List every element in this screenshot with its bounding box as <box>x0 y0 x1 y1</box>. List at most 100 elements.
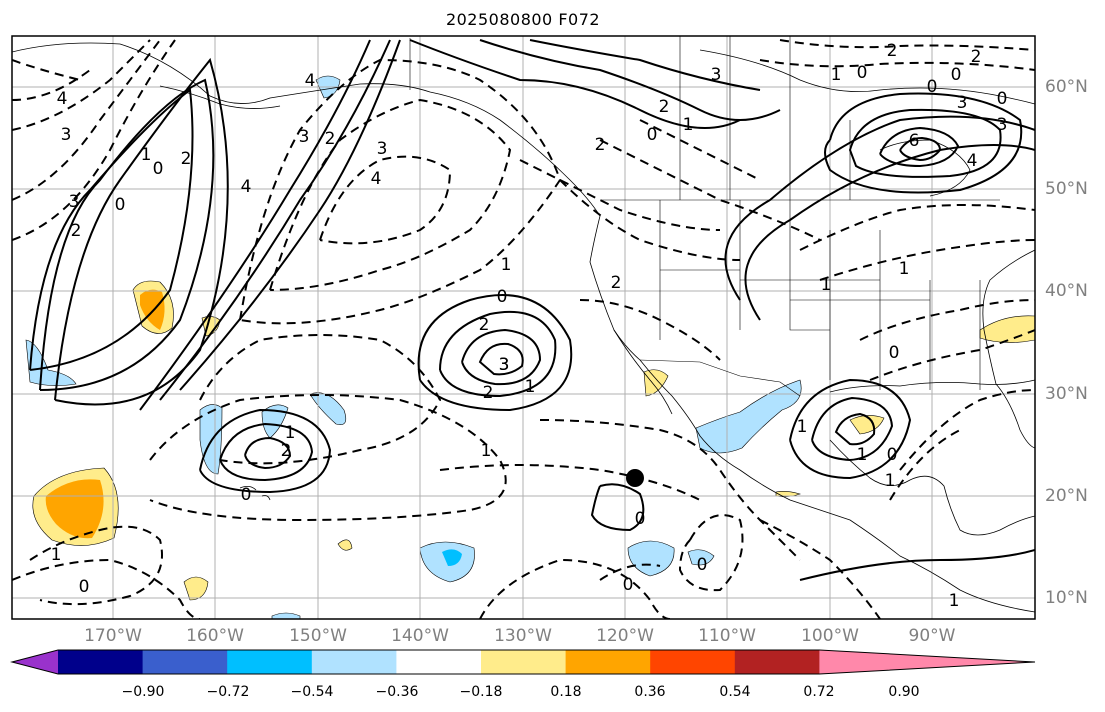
coast-baja <box>613 329 673 415</box>
contour-label: 3 <box>499 355 510 375</box>
contour-label: 1 <box>141 145 152 165</box>
coast-east <box>982 249 1035 385</box>
coast-gulf-north <box>829 379 1035 393</box>
shade-blue-1 <box>25 339 77 386</box>
lon-label: 90°W <box>908 626 956 646</box>
shade-blue-8 <box>687 549 715 566</box>
contour-label: 0 <box>635 509 646 529</box>
contour-label: 4 <box>967 151 978 171</box>
contour-label: 0 <box>153 159 164 179</box>
contour-label: 3 <box>69 192 80 212</box>
gridlines <box>12 36 1035 619</box>
lon-label: 100°W <box>801 626 859 646</box>
contour-label: 0 <box>927 77 938 97</box>
contour-label: 2 <box>71 221 82 241</box>
colorbar-extend-high <box>819 650 1035 674</box>
shade-orange-2 <box>45 479 104 539</box>
contour-label: 1 <box>481 441 492 461</box>
contour-label: 2 <box>659 97 670 117</box>
contour-label: 0 <box>647 125 658 145</box>
contour-label: 3 <box>377 139 388 159</box>
shade-yellow-7 <box>849 415 885 435</box>
contour-label: 0 <box>951 65 962 85</box>
lat-label: 20°N <box>1045 486 1088 506</box>
political-borders <box>409 36 1000 397</box>
colorbar-segment <box>734 650 820 674</box>
contour-label: 2 <box>887 41 898 61</box>
contour-label: 0 <box>887 445 898 465</box>
contour-label: 4 <box>371 169 382 189</box>
contour-label: 3 <box>997 115 1008 135</box>
border-us-mexico <box>639 359 801 397</box>
shade-blue-9 <box>695 379 802 454</box>
contour-label: 1 <box>899 259 910 279</box>
contour-label: 3 <box>499 355 510 375</box>
colorbar-tick-label: −0.72 <box>206 684 250 700</box>
lon-label: 150°W <box>289 626 347 646</box>
shade-yellow-6 <box>643 369 669 397</box>
shade-yellow-4 <box>183 576 209 601</box>
contour-label: 2 <box>483 383 494 403</box>
colorbar-tick-label: −0.36 <box>375 684 419 700</box>
coast-canada-north <box>699 49 1035 105</box>
contour-label: 2 <box>971 47 982 67</box>
colorbar-segment <box>650 650 736 674</box>
coast-florida <box>995 383 1035 449</box>
lat-label: 50°N <box>1045 179 1088 199</box>
solid-contours <box>29 39 1035 581</box>
colorbar-extend-low <box>12 650 58 674</box>
shade-orange-1 <box>140 289 165 330</box>
colorbar-segment <box>58 650 144 674</box>
shaded-regions <box>25 75 1035 619</box>
colorbar-tick-label: 0.18 <box>550 684 582 700</box>
colorbar-segment <box>481 650 567 674</box>
contour-label: 3 <box>711 65 722 85</box>
shade-yellow-5 <box>337 539 353 551</box>
contour-label: 0 <box>241 485 252 505</box>
colorbar-segment <box>565 650 651 674</box>
contour-label: 1 <box>885 471 896 491</box>
contour-label: 1 <box>683 115 694 135</box>
coast-alaska <box>12 42 601 217</box>
lon-label: 140°W <box>391 626 449 646</box>
lat-label: 60°N <box>1045 77 1088 97</box>
colorbar-tick-label: −0.54 <box>290 684 334 700</box>
contour-label: 2 <box>611 273 622 293</box>
contour-label: 1 <box>797 417 808 437</box>
contour-label: 2 <box>479 315 490 335</box>
contour-label: 1 <box>285 423 296 443</box>
shade-cyan-1 <box>442 549 462 566</box>
contour-label: 1 <box>501 255 512 275</box>
contour-label: 1 <box>51 545 62 565</box>
contour-label: 0 <box>697 555 708 575</box>
contour-label: 0 <box>497 287 508 307</box>
lat-label: 40°N <box>1045 281 1088 301</box>
border-canada-prov <box>679 36 851 200</box>
contour-label: 4 <box>241 177 252 197</box>
colorbar-tick-label: 0.54 <box>719 684 751 700</box>
colorbar-tick-label: 0.72 <box>803 684 835 700</box>
lon-label: 130°W <box>494 626 552 646</box>
contour-label: 2 <box>181 149 192 169</box>
contour-label: 4 <box>305 71 316 91</box>
coast-west-na <box>589 215 1035 613</box>
contour-label: 3 <box>299 127 310 147</box>
contour-label: 2 <box>595 135 606 155</box>
colorbar-segment <box>227 650 313 674</box>
lat-label: 10°N <box>1045 588 1088 608</box>
colorbar-segment <box>396 650 482 674</box>
contour-label: 0 <box>623 575 634 595</box>
colorbar-outline <box>10 649 1036 675</box>
colorbar-tick-label: 0.90 <box>888 684 920 700</box>
map-title: 2025080800 F072 <box>445 10 601 29</box>
contour-label: 0 <box>889 343 900 363</box>
contour-label: 4 <box>57 89 68 109</box>
colorbar-segment <box>311 650 397 674</box>
shade-blue-2 <box>199 404 223 475</box>
contour-label: 3 <box>61 125 72 145</box>
dashed-contours <box>12 39 1035 619</box>
contour-label: 2 <box>281 441 292 461</box>
colorbar-tick-label: −0.18 <box>459 684 503 700</box>
lon-label: 160°W <box>186 626 244 646</box>
